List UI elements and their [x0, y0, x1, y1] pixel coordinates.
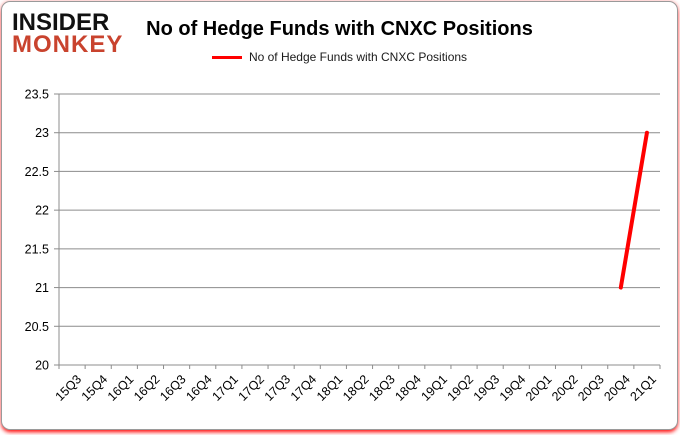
svg-text:21: 21 [35, 281, 49, 295]
svg-text:19Q1: 19Q1 [418, 372, 450, 404]
svg-text:18Q3: 18Q3 [366, 372, 398, 404]
svg-text:18Q1: 18Q1 [314, 372, 346, 404]
logo-text-insider: INSIDER [12, 9, 110, 36]
svg-text:23: 23 [35, 126, 49, 140]
svg-text:20Q3: 20Q3 [575, 372, 607, 404]
svg-text:15Q3: 15Q3 [53, 372, 85, 404]
logo-text-monkey: MONKEY [12, 31, 124, 58]
svg-text:22.5: 22.5 [25, 165, 49, 179]
svg-text:21Q1: 21Q1 [628, 372, 660, 404]
svg-text:16Q1: 16Q1 [105, 372, 137, 404]
chart-title: No of Hedge Funds with CNXC Positions [146, 18, 533, 40]
svg-text:17Q4: 17Q4 [288, 372, 320, 404]
svg-text:16Q2: 16Q2 [131, 372, 163, 404]
chart-header: No of Hedge Funds with CNXC Positions No… [2, 18, 677, 64]
svg-text:20Q2: 20Q2 [549, 372, 581, 404]
legend-label: No of Hedge Funds with CNXC Positions [248, 50, 468, 64]
svg-text:22: 22 [35, 204, 49, 218]
svg-text:18Q2: 18Q2 [340, 372, 372, 404]
legend-line-swatch [211, 55, 242, 59]
insider-monkey-logo: INSIDER MONKEY [12, 9, 124, 58]
chart-legend: No of Hedge Funds with CNXC Positions [2, 50, 677, 64]
svg-text:17Q1: 17Q1 [209, 372, 241, 404]
svg-text:19Q3: 19Q3 [471, 372, 503, 404]
svg-text:23.5: 23.5 [25, 88, 49, 102]
svg-text:20.5: 20.5 [25, 320, 49, 334]
svg-text:16Q3: 16Q3 [157, 372, 189, 404]
svg-text:20: 20 [35, 359, 49, 373]
svg-text:15Q4: 15Q4 [79, 372, 111, 404]
svg-text:21.5: 21.5 [25, 242, 49, 256]
svg-text:18Q4: 18Q4 [392, 372, 424, 404]
svg-text:17Q2: 17Q2 [236, 372, 268, 404]
svg-text:16Q4: 16Q4 [183, 372, 215, 404]
svg-text:17Q3: 17Q3 [262, 372, 294, 404]
svg-text:19Q4: 19Q4 [497, 372, 529, 404]
svg-text:19Q2: 19Q2 [445, 372, 477, 404]
svg-text:20Q4: 20Q4 [601, 372, 633, 404]
svg-text:20Q1: 20Q1 [523, 372, 555, 404]
